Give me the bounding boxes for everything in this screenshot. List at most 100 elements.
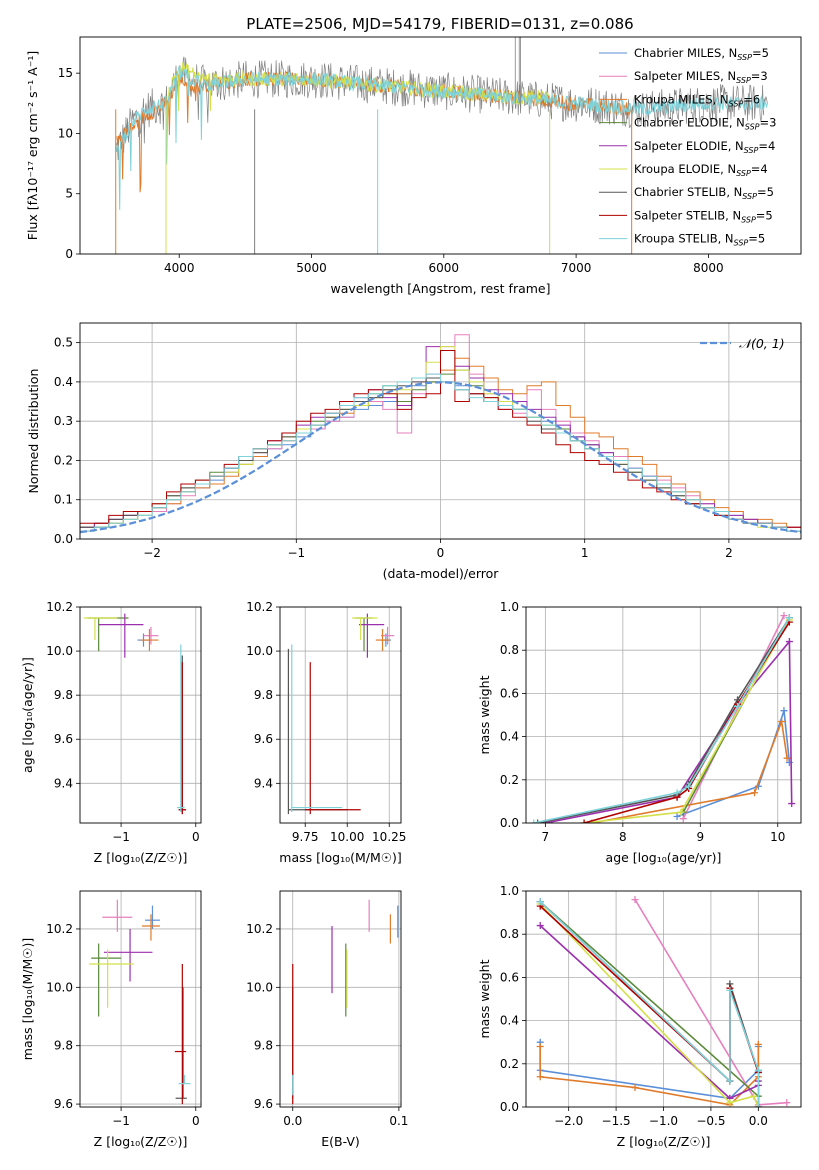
y-tick-label: 0.2 <box>54 453 73 467</box>
errorbar-salpeter-miles <box>102 899 133 932</box>
errorbar-salpeter-stelib <box>305 662 361 815</box>
panel-mass-vs-Z: −1 0 9.6 9.8 10.0 10.2 Z [log₁₀(Z/Z☉)] mass [lo… <box>20 890 202 1149</box>
data-point <box>536 1043 544 1051</box>
legend-label: Kroupa MILES, NSSP=6 <box>634 92 760 108</box>
y-tick-label: 0.4 <box>500 1014 519 1028</box>
data-point <box>679 815 687 823</box>
panel-weight-vs-Z: −2.0 −1.5 −1.0 −0.5 0.0 0.0 0.2 0.4 0.6 0.8 1.0 Z [… <box>477 884 802 1149</box>
errorbar-kroupa-stelib <box>177 644 185 812</box>
data-point <box>580 819 588 823</box>
x-tick-label: −1.5 <box>602 1114 631 1128</box>
errorbar-chabrier-miles <box>144 905 160 929</box>
data-point <box>750 1092 758 1100</box>
y-axis-label: Normed distribution <box>26 369 41 494</box>
errorbar-salpeter-miles <box>143 626 159 645</box>
panel-residuals: −2 −1 0 1 2 0.0 0.1 0.2 0.3 0.4 0.5 (data-model)/er… <box>26 322 802 581</box>
x-axis-label: mass [log₁₀(M/M☉)] <box>279 850 401 865</box>
errorbar-kroupa-stelib <box>291 644 343 812</box>
residual-legend: 𝒩(0, 1) <box>700 336 785 351</box>
x-tick-label: −1 <box>287 546 305 560</box>
series-kroupa-elodie <box>580 616 793 823</box>
legend-label: Kroupa STELIB, NSSP=5 <box>634 232 765 248</box>
x-tick-label: 6000 <box>429 261 460 275</box>
y-tick-label: 15 <box>58 66 73 80</box>
series-kroupa-miles <box>588 717 791 823</box>
plot-area <box>292 899 399 1105</box>
series-kroupa-stelib <box>530 614 793 823</box>
x-tick-label: 8 <box>619 830 627 844</box>
y-tick-label: 9.8 <box>254 1039 273 1053</box>
y-tick-label: 10.2 <box>246 600 273 614</box>
series-salpeter-elodie <box>541 638 796 823</box>
model-spectrum-kroupa-stelib <box>115 64 768 210</box>
errorbar-kroupa-elodie <box>88 949 134 1008</box>
y-tick-label: 9.8 <box>54 688 73 702</box>
y-tick-label: 0.4 <box>500 730 519 744</box>
axes-frame <box>525 606 802 824</box>
legend-label: Salpeter ELODIE, NSSP=4 <box>634 139 775 155</box>
x-tick-label: 0.0 <box>283 1114 302 1128</box>
y-tick-label: 9.8 <box>254 688 273 702</box>
data-point <box>631 1084 639 1092</box>
x-tick-label: 2 <box>725 546 733 560</box>
x-tick-label: −1 <box>112 830 130 844</box>
y-tick-label: 10.0 <box>46 980 73 994</box>
x-tick-label: 4000 <box>164 261 195 275</box>
y-tick-label: 9.6 <box>254 732 273 746</box>
y-tick-label: 0 <box>65 247 73 261</box>
errorbar-kroupa-miles <box>141 914 160 941</box>
plot-area <box>530 612 796 823</box>
y-tick-label: 0.6 <box>500 686 519 700</box>
x-tick-label: 1 <box>581 546 589 560</box>
data-point <box>530 819 538 823</box>
y-axis-label: mass weight <box>477 675 492 754</box>
errorbar-kroupa-miles <box>375 629 390 652</box>
data-point <box>726 986 734 994</box>
plot-area <box>80 334 801 534</box>
y-tick-label: 0.4 <box>54 375 73 389</box>
axes-frame <box>79 36 802 255</box>
errorbar-kroupa-miles <box>140 629 159 652</box>
y-tick-label: 0.2 <box>500 1057 519 1071</box>
data-point <box>726 1099 734 1107</box>
legend-label: Salpeter STELIB, NSSP=5 <box>634 208 773 224</box>
x-axis-label: E(B-V) <box>321 1134 360 1149</box>
y-axis-label: mass weight <box>477 959 492 1038</box>
y-tick-label: 9.6 <box>54 1097 73 1111</box>
x-tick-label: 0 <box>192 1114 200 1128</box>
series-line <box>539 901 760 1107</box>
y-axis-label: mass [log₁₀(M/M☉)] <box>20 938 35 1060</box>
data-point <box>783 1099 791 1107</box>
plot-area <box>536 896 791 1107</box>
data-point <box>754 1040 762 1048</box>
x-tick-label: −2.0 <box>554 1114 583 1128</box>
x-axis-label: (data-model)/error <box>383 566 500 581</box>
plot-area <box>287 613 395 815</box>
plot-area <box>88 899 191 1105</box>
y-tick-label: 0.8 <box>500 927 519 941</box>
y-tick-label: 0.0 <box>54 532 73 546</box>
errorbar-chabrier-elodie <box>355 617 373 652</box>
data-point <box>733 702 741 710</box>
y-tick-label: 9.8 <box>54 1039 73 1053</box>
axes-frame <box>79 890 202 1108</box>
y-tick-label: 10.0 <box>246 980 273 994</box>
series-line <box>591 718 788 823</box>
x-axis-label: Z [log₁₀(Z/Z☉)] <box>617 1134 711 1149</box>
y-tick-label: 1.0 <box>500 884 519 898</box>
panel-spectrum: 4000 5000 6000 7000 8000 0 5 10 15 wavelength [An… <box>25 36 802 296</box>
axes-frame <box>79 322 802 540</box>
y-tick-label: 10.0 <box>46 644 73 658</box>
x-tick-label: 10.25 <box>372 830 406 844</box>
x-tick-label: −2 <box>143 546 161 560</box>
errorbar-chabrier-stelib <box>287 648 348 815</box>
series-line <box>539 903 760 1107</box>
histogram-kroupa-stelib <box>80 373 801 532</box>
y-tick-label: 10.0 <box>246 644 273 658</box>
x-tick-label: 7000 <box>561 261 592 275</box>
errorbar-salpeter-stelib <box>174 963 187 1105</box>
figure-title: PLATE=2506, MJD=54179, FIBERID=0131, z=0… <box>246 15 633 33</box>
data-point <box>536 922 544 930</box>
legend-label: 𝒩(0, 1) <box>739 336 785 351</box>
